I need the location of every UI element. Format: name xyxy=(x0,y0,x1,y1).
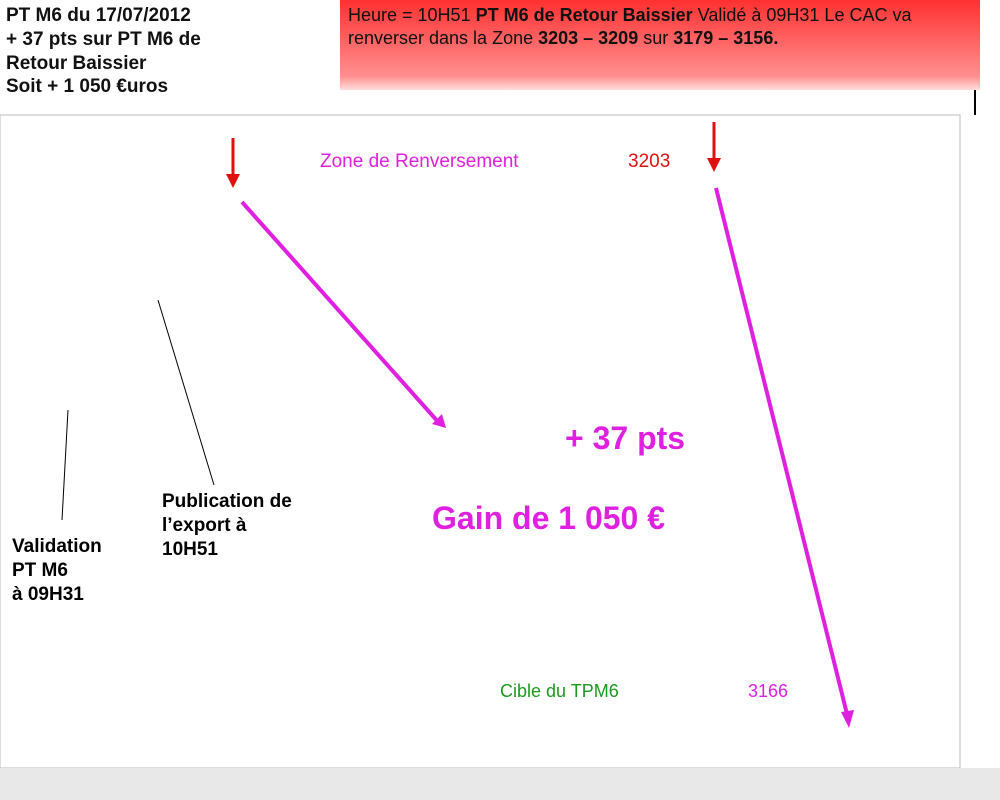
trend-line xyxy=(714,187,850,719)
plot-area xyxy=(0,114,961,769)
trend-line xyxy=(240,200,442,426)
publication-note: Publication de l’export à 10H51 xyxy=(162,490,292,561)
arrow-head xyxy=(841,710,854,728)
banner-text: PT M6 de Retour Baissier xyxy=(475,5,693,25)
title-line: + 37 pts sur PT M6 de xyxy=(6,28,201,50)
target-label: Cible du TPM6 xyxy=(500,681,619,701)
zone-value: 3203 xyxy=(628,151,671,172)
zone-label: Zone de Renversement xyxy=(320,151,519,172)
note-line: 10H51 xyxy=(162,538,218,560)
title-line: Soit + 1 050 €uros xyxy=(6,76,169,98)
banner-text: 3203 – 3209 xyxy=(538,28,639,49)
red-arrow-head xyxy=(707,158,721,172)
annotation-lines xyxy=(61,122,854,728)
note-line: à 09H31 xyxy=(12,583,84,605)
banner-text: Validé à 09H31 Le CAC va renverser dans … xyxy=(348,5,912,49)
gain-eur: Gain de 1 050 € xyxy=(432,500,666,536)
title-line: PT M6 du 17/07/2012 xyxy=(6,5,191,26)
arrow-head xyxy=(432,414,446,428)
x-axis-band xyxy=(0,768,1000,800)
banner-text: 3179 – 3156. xyxy=(673,28,779,49)
banner: Heure = 10H51 PT M6 de Retour Baissier V… xyxy=(340,0,980,90)
banner-text: Heure = 10H51 xyxy=(348,5,476,25)
red-arrow-head xyxy=(226,174,240,188)
note-line: l’export à xyxy=(162,514,247,536)
note-line: PT M6 xyxy=(12,559,68,581)
title-box: PT M6 du 17/07/2012 + 37 pts sur PT M6 de… xyxy=(6,4,201,99)
target-value: 3166 xyxy=(748,681,789,701)
banner-text: sur xyxy=(638,28,674,49)
note-line: Validation xyxy=(12,536,102,557)
validation-note: Validation PT M6 à 09H31 xyxy=(12,535,102,606)
title-line: Retour Baissier xyxy=(6,52,147,74)
pointer-line xyxy=(157,299,215,486)
gain-pts: + 37 pts xyxy=(565,420,686,456)
note-line: Publication de xyxy=(162,491,292,512)
pointer-line xyxy=(61,409,69,521)
